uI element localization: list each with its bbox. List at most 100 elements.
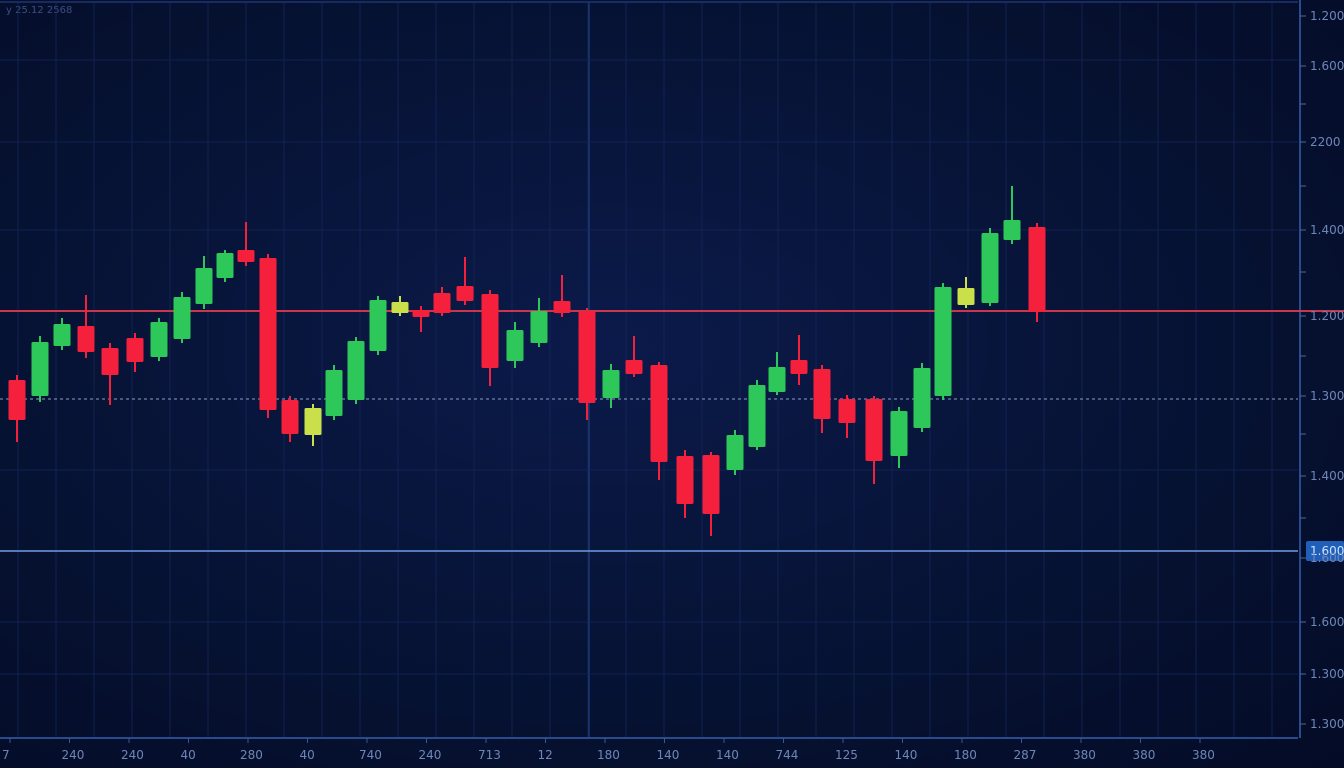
candle bbox=[790, 335, 808, 385]
candle-body bbox=[173, 297, 191, 339]
candle bbox=[53, 318, 71, 350]
x-tick-label: 713 bbox=[478, 748, 501, 762]
candle-body bbox=[790, 360, 808, 374]
candle bbox=[768, 352, 786, 395]
candle bbox=[506, 322, 524, 368]
x-tick-label: 140 bbox=[716, 748, 739, 762]
candle-body bbox=[325, 370, 343, 416]
y-tick-label: 1.400 bbox=[1310, 469, 1344, 483]
x-tick-label: 12 bbox=[538, 748, 553, 762]
y-tick-label: 1.600 bbox=[1310, 551, 1344, 565]
candle-body bbox=[150, 322, 168, 357]
candle-body bbox=[304, 408, 322, 435]
candle bbox=[578, 308, 596, 420]
candle bbox=[347, 337, 365, 404]
candle-body bbox=[506, 330, 524, 361]
x-tick-label: 7 bbox=[2, 748, 10, 762]
x-tick-label: 140 bbox=[895, 748, 918, 762]
y-tick-label: 1.600 bbox=[1310, 59, 1344, 73]
candle-body bbox=[195, 268, 213, 304]
y-tick-label: 1.200 bbox=[1310, 309, 1344, 323]
candle bbox=[865, 396, 883, 484]
candle bbox=[838, 395, 856, 438]
x-tick-label: 740 bbox=[359, 748, 382, 762]
y-axis: 1.600 1.200 1.600 2200 1.400 1.200 1.300 1.400 1… bbox=[1300, 9, 1344, 731]
candle bbox=[391, 296, 409, 316]
candle-body bbox=[625, 360, 643, 374]
candle bbox=[433, 287, 451, 316]
x-tick-label: 180 bbox=[597, 748, 620, 762]
candle bbox=[173, 292, 191, 343]
candle bbox=[259, 254, 277, 418]
candle-body bbox=[726, 435, 744, 470]
candle-body bbox=[216, 253, 234, 278]
candle bbox=[369, 296, 387, 355]
candle-body bbox=[768, 367, 786, 392]
candle bbox=[8, 375, 26, 442]
support-price-badge bbox=[1306, 541, 1344, 561]
candle bbox=[650, 362, 668, 480]
candle-body bbox=[1028, 227, 1046, 312]
candle-body bbox=[53, 324, 71, 346]
candle bbox=[481, 290, 499, 386]
candle-body bbox=[1003, 220, 1021, 240]
candle-body bbox=[31, 342, 49, 396]
candle-body bbox=[813, 369, 831, 419]
candle-body bbox=[369, 300, 387, 351]
candle-body bbox=[259, 258, 277, 410]
candle bbox=[1003, 186, 1021, 244]
candle bbox=[237, 222, 255, 266]
reference-lines bbox=[0, 310, 1344, 552]
candle bbox=[304, 404, 322, 446]
candle-body bbox=[602, 370, 620, 398]
candle-body bbox=[481, 294, 499, 368]
candle bbox=[77, 295, 95, 358]
candle-body bbox=[553, 301, 571, 313]
candle bbox=[195, 256, 213, 309]
candle-body bbox=[101, 348, 119, 375]
candle bbox=[748, 380, 766, 450]
candle-body bbox=[77, 326, 95, 352]
y-tick-label: 1.300 bbox=[1310, 717, 1344, 731]
x-tick-label: 40 bbox=[181, 748, 196, 762]
candle-body bbox=[981, 233, 999, 303]
x-tick-label: 140 bbox=[657, 748, 680, 762]
x-tick-label: 40 bbox=[300, 748, 315, 762]
candle bbox=[530, 298, 548, 347]
candle bbox=[934, 283, 952, 400]
candle bbox=[676, 450, 694, 518]
x-tick-label: 744 bbox=[776, 748, 799, 762]
candle-body bbox=[412, 310, 430, 317]
y-tick-label: 1.300 bbox=[1310, 389, 1344, 403]
grid-layer bbox=[0, 0, 1301, 739]
candle-body bbox=[865, 399, 883, 461]
candle-body bbox=[281, 400, 299, 434]
x-tick-label: 240 bbox=[121, 748, 144, 762]
x-tick-label: 280 bbox=[240, 748, 263, 762]
candle-body bbox=[890, 411, 908, 456]
candle bbox=[625, 336, 643, 377]
candle-body bbox=[650, 365, 668, 462]
candle-body bbox=[676, 456, 694, 504]
corner-readout: y 25.12 2568 bbox=[6, 5, 73, 16]
candle bbox=[1028, 223, 1046, 322]
x-tick-label: 240 bbox=[62, 748, 85, 762]
x-tick-label: 380 bbox=[1192, 748, 1215, 762]
candle-body bbox=[934, 287, 952, 396]
candle-body bbox=[347, 341, 365, 400]
candle bbox=[101, 343, 119, 405]
y-tick-label: 1.300 bbox=[1310, 667, 1344, 681]
candle bbox=[281, 396, 299, 442]
candle-body bbox=[748, 385, 766, 447]
candle bbox=[702, 452, 720, 536]
candle bbox=[813, 365, 831, 433]
y-tick-label: 2200 bbox=[1310, 135, 1341, 149]
candle bbox=[890, 407, 908, 468]
candle bbox=[957, 277, 975, 308]
candle bbox=[726, 430, 744, 475]
x-tick-label: 380 bbox=[1073, 748, 1096, 762]
candle-body bbox=[126, 338, 144, 362]
support-price-label: 1.600 bbox=[1310, 544, 1344, 558]
candle-body bbox=[702, 455, 720, 514]
